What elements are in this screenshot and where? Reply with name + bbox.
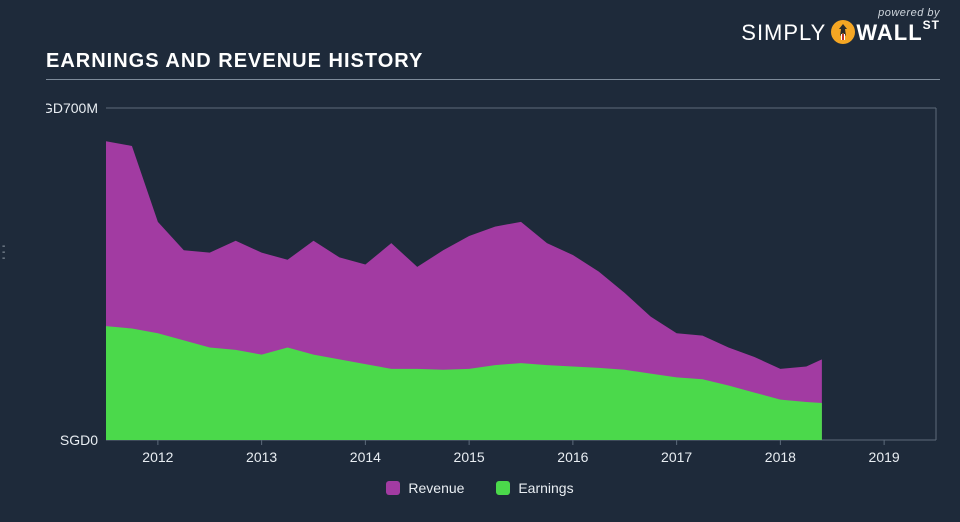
legend-swatch-earnings (496, 481, 510, 495)
legend-swatch-revenue (386, 481, 400, 495)
legend-item-revenue: Revenue (386, 480, 464, 496)
brand-logo: powered by SIMPLY WALLST (741, 8, 940, 49)
svg-text:2016: 2016 (557, 449, 588, 465)
svg-text:GD700M: GD700M (46, 100, 98, 116)
svg-text:SGD0: SGD0 (60, 432, 98, 448)
edge-tick-marks: --- (2, 244, 5, 262)
brand-name-suffix: ST (923, 18, 940, 32)
svg-text:2013: 2013 (246, 449, 277, 465)
legend-label-revenue: Revenue (408, 480, 464, 496)
legend-label-earnings: Earnings (518, 480, 573, 496)
svg-text:2014: 2014 (350, 449, 381, 465)
powered-by-label: powered by (741, 8, 940, 19)
svg-text:2019: 2019 (869, 449, 900, 465)
title-rule (46, 79, 940, 80)
chart-legend: Revenue Earnings (0, 480, 960, 498)
brand-name-bold: WALL (856, 20, 922, 45)
svg-text:2015: 2015 (454, 449, 485, 465)
chart-svg: GD700M SGD0 2012 2013 2014 2015 2016 2017 2018 20… (46, 90, 946, 470)
svg-text:2017: 2017 (661, 449, 692, 465)
chart-title: EARNINGS AND REVENUE HISTORY (46, 50, 940, 73)
svg-text:2018: 2018 (765, 449, 796, 465)
title-block: EARNINGS AND REVENUE HISTORY (46, 50, 940, 80)
brand-name-light: SIMPLY (741, 20, 826, 45)
svg-text:2012: 2012 (142, 449, 173, 465)
earnings-revenue-chart: GD700M SGD0 2012 2013 2014 2015 2016 2017 2018 20… (46, 90, 946, 475)
legend-item-earnings: Earnings (496, 480, 573, 496)
bull-icon (830, 19, 856, 49)
